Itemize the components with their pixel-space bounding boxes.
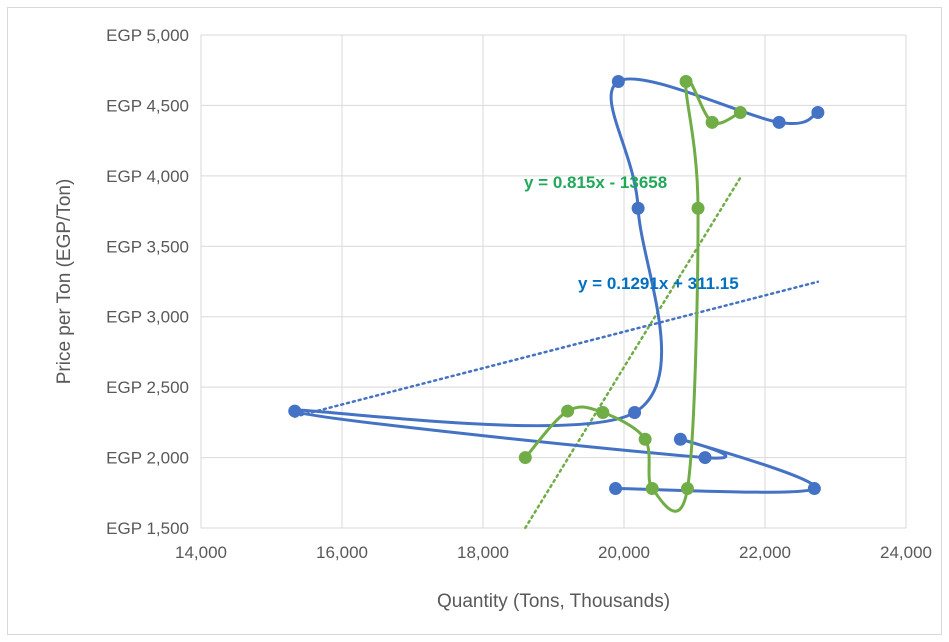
data-point	[645, 482, 659, 496]
trendline-equation-series-1: y = 0.1291x + 311.15	[578, 274, 739, 293]
data-point	[772, 115, 786, 129]
data-point	[561, 404, 575, 418]
data-point	[518, 451, 532, 465]
y-tick-label: EGP 2,000	[106, 449, 189, 468]
trendline-equation-series-2: y = 0.815x - 13658	[524, 173, 667, 192]
y-axis-title: Price per Ton (EGP/Ton)	[54, 179, 75, 385]
data-point	[679, 74, 693, 88]
data-point	[811, 105, 825, 119]
tick-labels: EGP 1,500 EGP 2,000 EGP 2,500 EGP 3,000 EGP …	[106, 26, 932, 562]
x-tick-label: 18,000	[457, 543, 509, 562]
x-tick-label: 22,000	[739, 543, 791, 562]
data-point	[705, 115, 719, 129]
data-point	[680, 482, 694, 496]
series-1	[288, 74, 825, 496]
data-point	[673, 432, 687, 446]
data-point	[611, 74, 625, 88]
data-point	[609, 482, 623, 496]
y-tick-label: EGP 3,000	[106, 308, 189, 327]
data-point	[628, 405, 642, 419]
y-tick-label: EGP 4,000	[106, 167, 189, 186]
trendline-series-2	[524, 176, 742, 530]
data-point	[807, 482, 821, 496]
x-axis-title: Quantity (Tons, Thousands)	[437, 591, 670, 612]
data-point	[691, 201, 705, 215]
y-tick-label: EGP 3,500	[106, 237, 189, 256]
x-tick-label: 14,000	[175, 543, 227, 562]
data-point	[596, 405, 610, 419]
series-line	[293, 77, 819, 494]
gridlines	[200, 34, 907, 529]
series-2	[518, 74, 747, 513]
y-tick-label: EGP 4,500	[106, 96, 189, 115]
trendlines	[293, 176, 820, 530]
y-tick-label: EGP 1,500	[106, 519, 189, 538]
data-series	[288, 74, 825, 513]
chart-area	[7, 7, 942, 635]
trendline-series-1	[293, 280, 820, 418]
data-point	[733, 105, 747, 119]
x-tick-label: 16,000	[316, 543, 368, 562]
data-point	[698, 451, 712, 465]
y-tick-label: EGP 2,500	[106, 378, 189, 397]
y-tick-label: EGP 5,000	[106, 26, 189, 45]
x-tick-label: 24,000	[880, 543, 932, 562]
x-tick-label: 20,000	[598, 543, 650, 562]
data-point	[288, 404, 302, 418]
data-point	[631, 201, 645, 215]
data-point	[638, 432, 652, 446]
